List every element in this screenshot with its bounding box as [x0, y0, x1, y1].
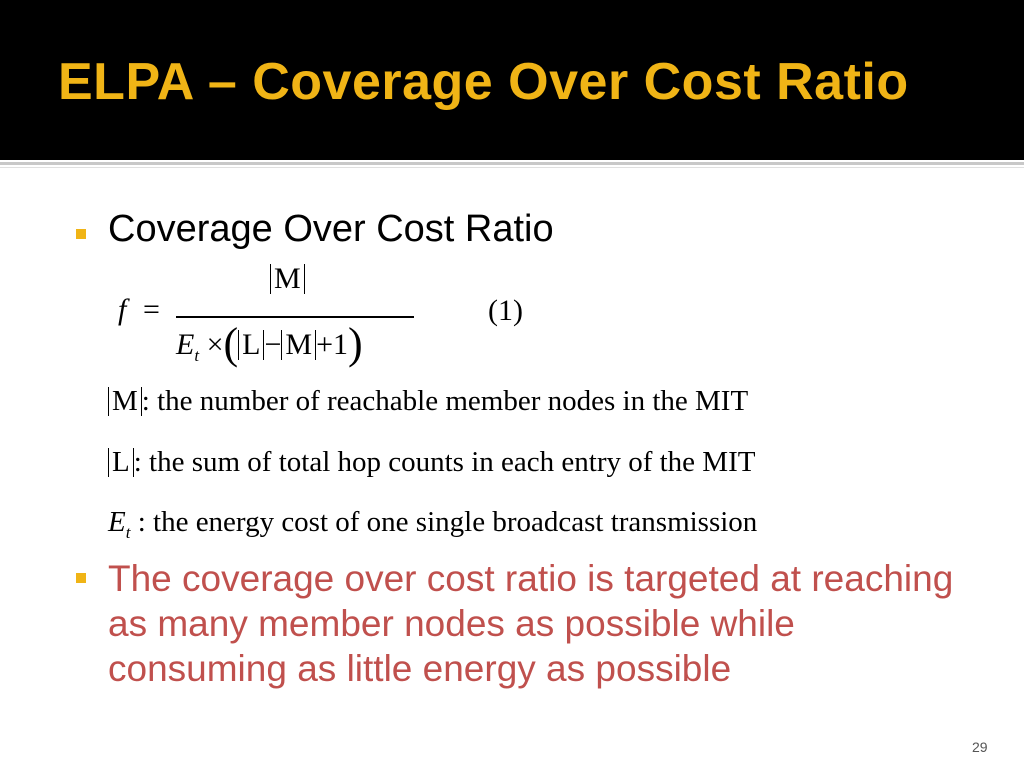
definition-Et: Et : the energy cost of one single broad… [108, 506, 757, 543]
den-times: × [206, 328, 224, 361]
formula-denominator: Et ×(L − M +1) [176, 318, 363, 369]
den-M: M [281, 330, 317, 360]
definition-L: L: the sum of total hop counts in each e… [108, 446, 755, 479]
bullet-square-icon [76, 229, 86, 239]
definition-M: M: the number of reachable member nodes … [108, 385, 748, 418]
bullet-text-1: Coverage Over Cost Ratio [108, 208, 554, 250]
def-symbol-M: M [108, 387, 142, 416]
def-text-L: : the sum of total hop counts in each en… [133, 446, 756, 478]
divider-line [0, 162, 1024, 165]
def-text-M: : the number of reachable member nodes i… [141, 385, 749, 417]
title-bar: ELPA – Coverage Over Cost Ratio [0, 0, 1024, 160]
slide-number: 29 [972, 739, 988, 755]
def-symbol-sub: t [125, 523, 131, 542]
def-symbol-L: L [108, 448, 134, 477]
den-sub: t [194, 346, 200, 365]
den-minus: − [264, 328, 282, 361]
bullet-square-icon [76, 573, 86, 583]
divider-line-thin [0, 167, 1024, 168]
den-plus-one: +1 [316, 328, 348, 361]
slide-title: ELPA – Coverage Over Cost Ratio [58, 53, 909, 111]
den-L: L [238, 330, 265, 360]
formula-equals: = [143, 293, 160, 326]
bullet-text-2: The coverage over cost ratio is targeted… [108, 558, 954, 689]
fraction-bar [176, 316, 414, 318]
den-E: E [176, 328, 195, 361]
equation-number: (1) [488, 294, 523, 327]
numerator-M: M [270, 264, 305, 294]
right-paren: ) [348, 319, 363, 368]
formula-numerator: M [270, 262, 305, 296]
left-paren: ( [223, 319, 239, 368]
formula-lhs: f [118, 293, 127, 326]
def-text-Et: : the energy cost of one single broadcas… [130, 506, 758, 538]
def-symbol-E: E [108, 506, 126, 538]
